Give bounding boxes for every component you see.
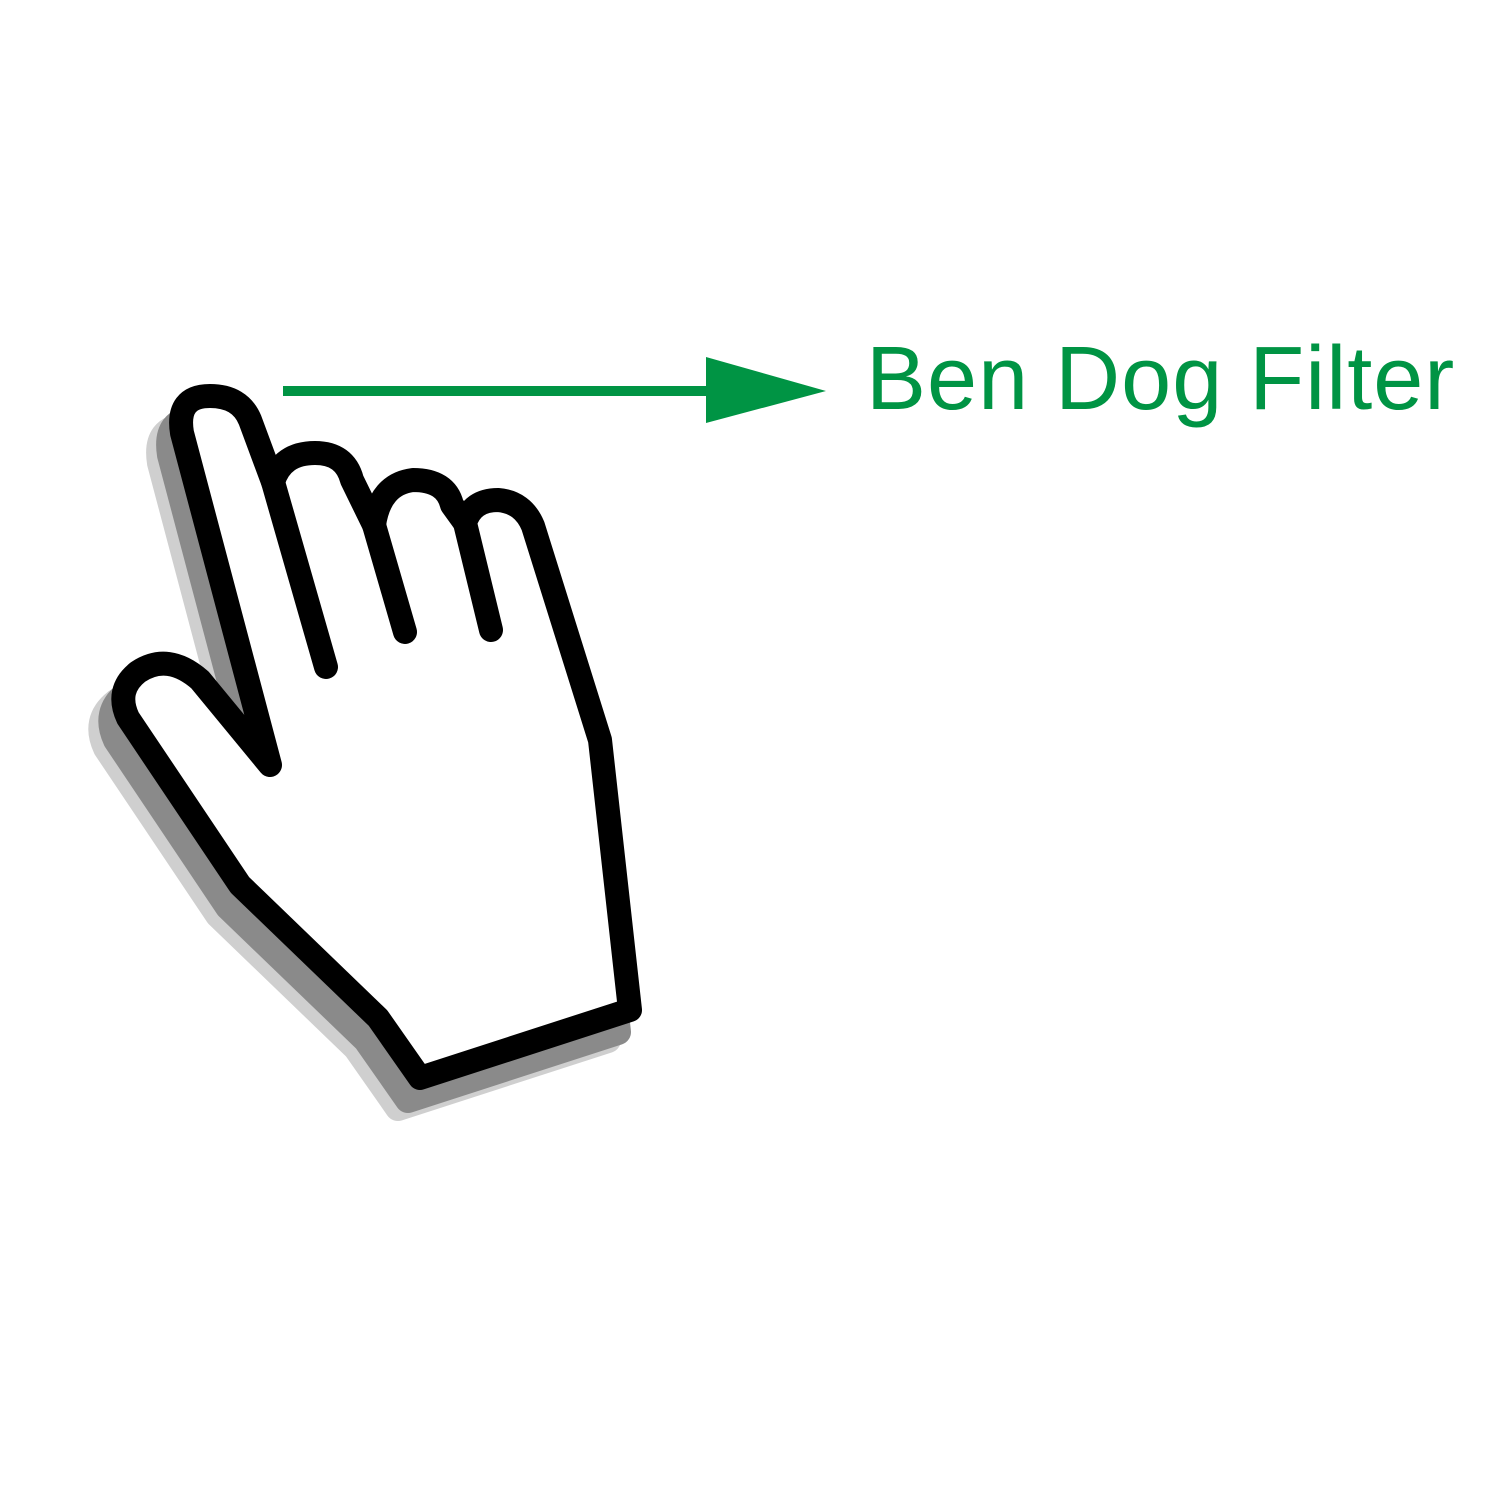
ben-dog-filter-label: Ben Dog Filter xyxy=(866,329,1456,429)
arrow-head xyxy=(706,357,826,423)
